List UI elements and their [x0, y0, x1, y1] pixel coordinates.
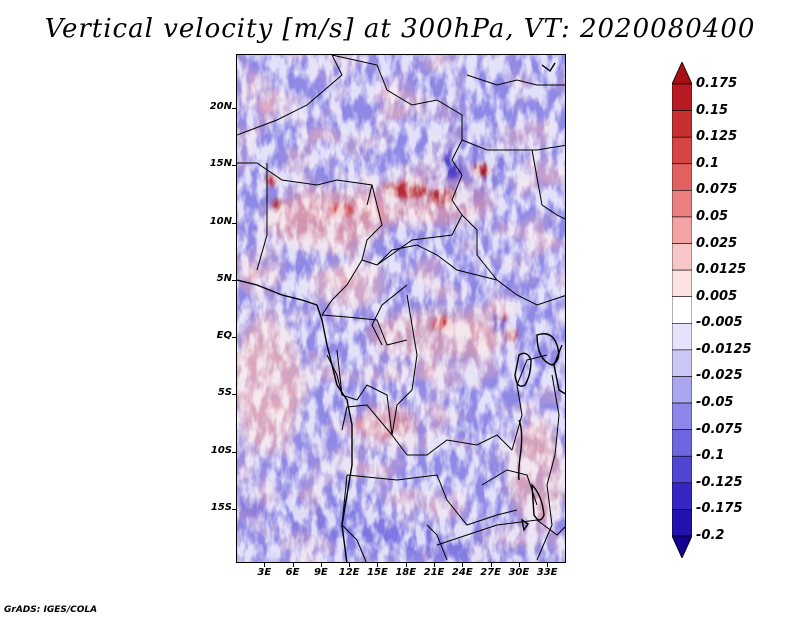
colorbar-label: 0.15	[696, 102, 729, 118]
colorbar-label: -0.075	[696, 421, 743, 437]
colorbar-label: -0.175	[696, 501, 743, 517]
colorbar-label: 0.025	[696, 235, 738, 251]
lon-tick	[462, 563, 464, 567]
lon-label: 24E	[451, 567, 473, 578]
lon-tick	[490, 563, 492, 567]
contour-texture	[237, 55, 565, 562]
lat-label: 5S	[217, 387, 232, 399]
lon-tick	[349, 563, 351, 567]
lon-tick	[434, 563, 435, 567]
coastlines-lakes	[237, 62, 565, 562]
colorbar-bin	[672, 322, 692, 351]
lon-tick	[405, 563, 407, 567]
lat-label: EQ	[216, 330, 232, 342]
colorbar-label: 0.05	[696, 208, 729, 224]
colorbar-bin	[672, 376, 692, 404]
colorbar-label: 0.1	[696, 155, 720, 171]
lon-label: 6E	[285, 567, 300, 578]
colorbar-bin	[672, 243, 692, 271]
lon-tick	[264, 563, 266, 567]
grads-credit: GrADS: IGES/COLA	[4, 605, 98, 615]
lat-label: 10N	[209, 215, 232, 227]
lon-label: 12E	[338, 567, 360, 578]
lat-label: 5N	[216, 272, 232, 284]
lon-label: 18E	[395, 567, 417, 578]
lat-tick	[232, 222, 236, 224]
colorbar	[672, 62, 692, 558]
colorbar-bin	[672, 136, 692, 165]
colorbar-label: -0.05	[696, 395, 734, 411]
lon-label: 30E	[508, 567, 530, 578]
lat-tick	[232, 509, 236, 511]
country-borders	[237, 55, 565, 562]
colorbar-bin	[672, 349, 692, 377]
colorbar-bin	[672, 296, 692, 324]
lat-tick	[232, 337, 236, 339]
map-title: Vertical velocity [m/s] at 300hPa, VT: 2…	[44, 14, 756, 44]
colorbar-bin	[672, 482, 692, 510]
colorbar-bin	[672, 509, 692, 537]
lat-tick	[232, 394, 236, 396]
colorbar-label: -0.0125	[696, 341, 752, 357]
colorbar-label: 0.125	[696, 129, 738, 145]
lon-label: 33E	[536, 567, 558, 578]
lat-tick	[232, 107, 236, 109]
colorbar-label: -0.125	[696, 474, 743, 490]
lat-label: 15N	[209, 158, 232, 170]
colorbar-label: -0.025	[696, 368, 743, 384]
colorbar-label: 0.175	[696, 76, 738, 91]
colorbar-bin	[672, 429, 692, 457]
colorbar-bin	[672, 402, 692, 430]
colorbar-label: 0.0125	[696, 262, 747, 278]
colorbar-label: -0.005	[696, 315, 743, 331]
colorbar-bin	[672, 216, 692, 244]
colorbar-label: 0.075	[696, 182, 738, 198]
lat-tick	[232, 165, 236, 167]
lon-tick	[292, 563, 294, 567]
colorbar-bin	[672, 455, 692, 484]
lon-label: 15E	[367, 567, 388, 578]
lon-label: 9E	[313, 567, 328, 578]
colorbar-bin	[672, 269, 692, 298]
lat-tick	[232, 279, 236, 281]
lon-label: 3E	[257, 567, 272, 578]
colorbar-label: 0.005	[696, 288, 738, 304]
map-panel	[236, 54, 566, 563]
lat-label: 15S	[210, 502, 232, 514]
lon-tick	[377, 563, 379, 567]
colorbar-bin	[672, 110, 692, 138]
colorbar-min-triangle	[672, 535, 692, 558]
lat-tick	[232, 451, 236, 453]
lon-label: 21E	[423, 567, 445, 578]
velocity-field	[237, 55, 565, 562]
lon-tick	[320, 563, 322, 567]
colorbar-bin	[672, 190, 692, 218]
lon-tick	[518, 563, 520, 567]
colorbar-bin	[672, 83, 692, 111]
lat-label: 10S	[210, 444, 232, 456]
lon-label: 27E	[480, 567, 501, 578]
colorbar-label: -0.1	[696, 448, 725, 464]
colorbar-bin	[672, 163, 692, 191]
colorbar-label: -0.2	[696, 528, 725, 543]
colorbar-max-triangle	[672, 62, 692, 85]
lon-tick	[547, 563, 549, 567]
lat-label: 20N	[209, 100, 232, 112]
